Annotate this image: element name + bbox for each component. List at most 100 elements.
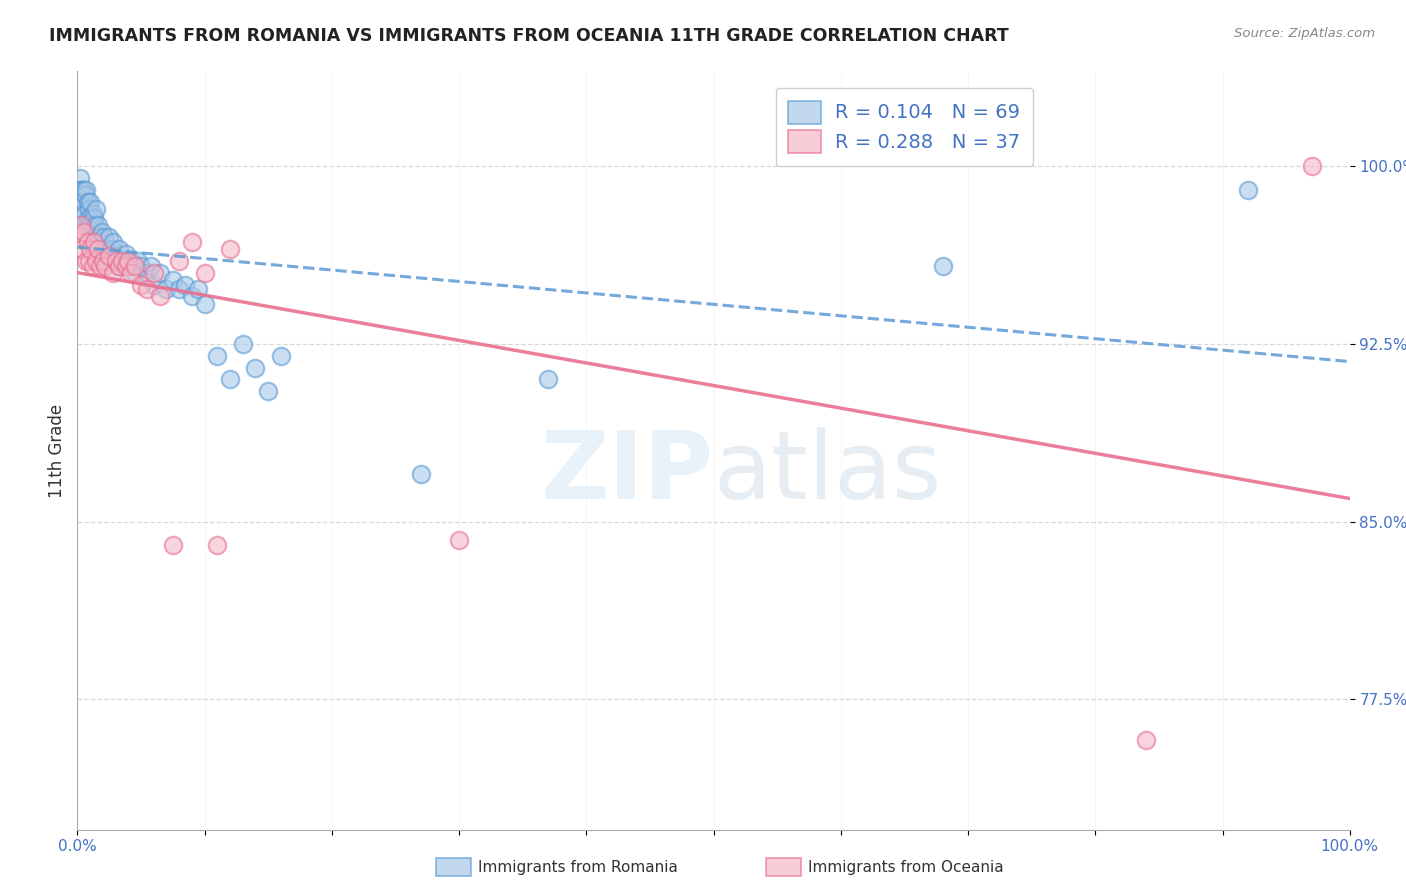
Point bbox=[76, 194, 98, 209]
Point bbox=[101, 235, 124, 249]
Point bbox=[107, 259, 129, 273]
Point bbox=[82, 226, 104, 240]
Point bbox=[129, 259, 152, 273]
Point bbox=[79, 242, 101, 256]
Point bbox=[73, 187, 96, 202]
Point bbox=[245, 360, 267, 375]
Point bbox=[207, 538, 229, 552]
Point bbox=[117, 259, 139, 273]
Point bbox=[108, 242, 131, 256]
Point bbox=[162, 538, 184, 552]
Point bbox=[167, 253, 190, 268]
Point bbox=[91, 253, 114, 268]
Point bbox=[69, 230, 91, 244]
Point bbox=[136, 282, 159, 296]
Point bbox=[73, 194, 96, 209]
Point bbox=[111, 253, 134, 268]
Point bbox=[83, 235, 105, 249]
Point bbox=[149, 289, 172, 303]
Point bbox=[94, 242, 117, 256]
Point bbox=[124, 259, 146, 273]
Text: ZIP: ZIP bbox=[541, 427, 714, 519]
Point bbox=[89, 259, 111, 273]
Point bbox=[79, 194, 101, 209]
Point bbox=[162, 273, 184, 287]
Point bbox=[69, 171, 91, 186]
Point bbox=[111, 253, 134, 268]
Point bbox=[139, 259, 162, 273]
Point bbox=[114, 247, 136, 261]
Point bbox=[70, 183, 93, 197]
Point bbox=[187, 282, 209, 296]
Point bbox=[80, 230, 103, 244]
Point bbox=[180, 235, 202, 249]
Point bbox=[86, 242, 108, 256]
Point bbox=[142, 277, 165, 292]
Point bbox=[1135, 732, 1157, 747]
Text: Immigrants from Romania: Immigrants from Romania bbox=[478, 860, 678, 874]
Point bbox=[931, 259, 953, 273]
Point bbox=[76, 235, 98, 249]
Point bbox=[79, 211, 101, 226]
Point bbox=[1237, 183, 1260, 197]
Point bbox=[87, 230, 110, 244]
Point bbox=[80, 219, 103, 233]
Point bbox=[91, 242, 114, 256]
Point bbox=[77, 253, 100, 268]
Point bbox=[104, 249, 127, 263]
Point bbox=[232, 336, 254, 351]
Point bbox=[82, 259, 104, 273]
Point bbox=[72, 183, 94, 197]
Legend: R = 0.104   N = 69, R = 0.288   N = 37: R = 0.104 N = 69, R = 0.288 N = 37 bbox=[776, 88, 1033, 166]
Point bbox=[86, 202, 108, 216]
Point bbox=[77, 219, 100, 233]
Point bbox=[83, 211, 105, 226]
Point bbox=[89, 235, 111, 249]
Point bbox=[124, 266, 146, 280]
Point bbox=[180, 289, 202, 303]
Point bbox=[447, 533, 470, 548]
Point bbox=[100, 242, 122, 256]
Point bbox=[98, 230, 121, 244]
Text: Source: ZipAtlas.com: Source: ZipAtlas.com bbox=[1234, 27, 1375, 40]
Point bbox=[537, 372, 560, 386]
Point bbox=[96, 253, 118, 268]
Point bbox=[409, 467, 432, 482]
Point bbox=[70, 219, 93, 233]
Point bbox=[86, 253, 108, 268]
Point bbox=[194, 296, 217, 310]
Point bbox=[86, 219, 108, 233]
Point bbox=[77, 202, 100, 216]
Point bbox=[75, 219, 97, 233]
Point bbox=[73, 226, 96, 240]
Point bbox=[155, 282, 177, 296]
Point bbox=[257, 384, 280, 399]
Point bbox=[142, 266, 165, 280]
Point bbox=[120, 266, 142, 280]
Point bbox=[67, 183, 90, 197]
Point bbox=[83, 235, 105, 249]
Point bbox=[98, 249, 121, 263]
Y-axis label: 11th Grade: 11th Grade bbox=[48, 403, 66, 498]
Point bbox=[76, 211, 98, 226]
Point bbox=[127, 253, 149, 268]
Point bbox=[75, 183, 97, 197]
Point bbox=[90, 226, 112, 240]
Point bbox=[149, 266, 172, 280]
Point bbox=[167, 282, 190, 296]
Point bbox=[72, 242, 94, 256]
Point bbox=[219, 242, 242, 256]
Text: Immigrants from Oceania: Immigrants from Oceania bbox=[808, 860, 1004, 874]
Point bbox=[114, 259, 136, 273]
Point bbox=[84, 219, 107, 233]
Point bbox=[82, 206, 104, 220]
Point bbox=[93, 230, 115, 244]
Point bbox=[73, 206, 96, 220]
Point bbox=[72, 206, 94, 220]
Text: atlas: atlas bbox=[714, 427, 942, 519]
Point bbox=[73, 183, 96, 197]
Point bbox=[136, 266, 159, 280]
Point bbox=[104, 253, 127, 268]
Point bbox=[108, 259, 131, 273]
Point bbox=[94, 259, 117, 273]
